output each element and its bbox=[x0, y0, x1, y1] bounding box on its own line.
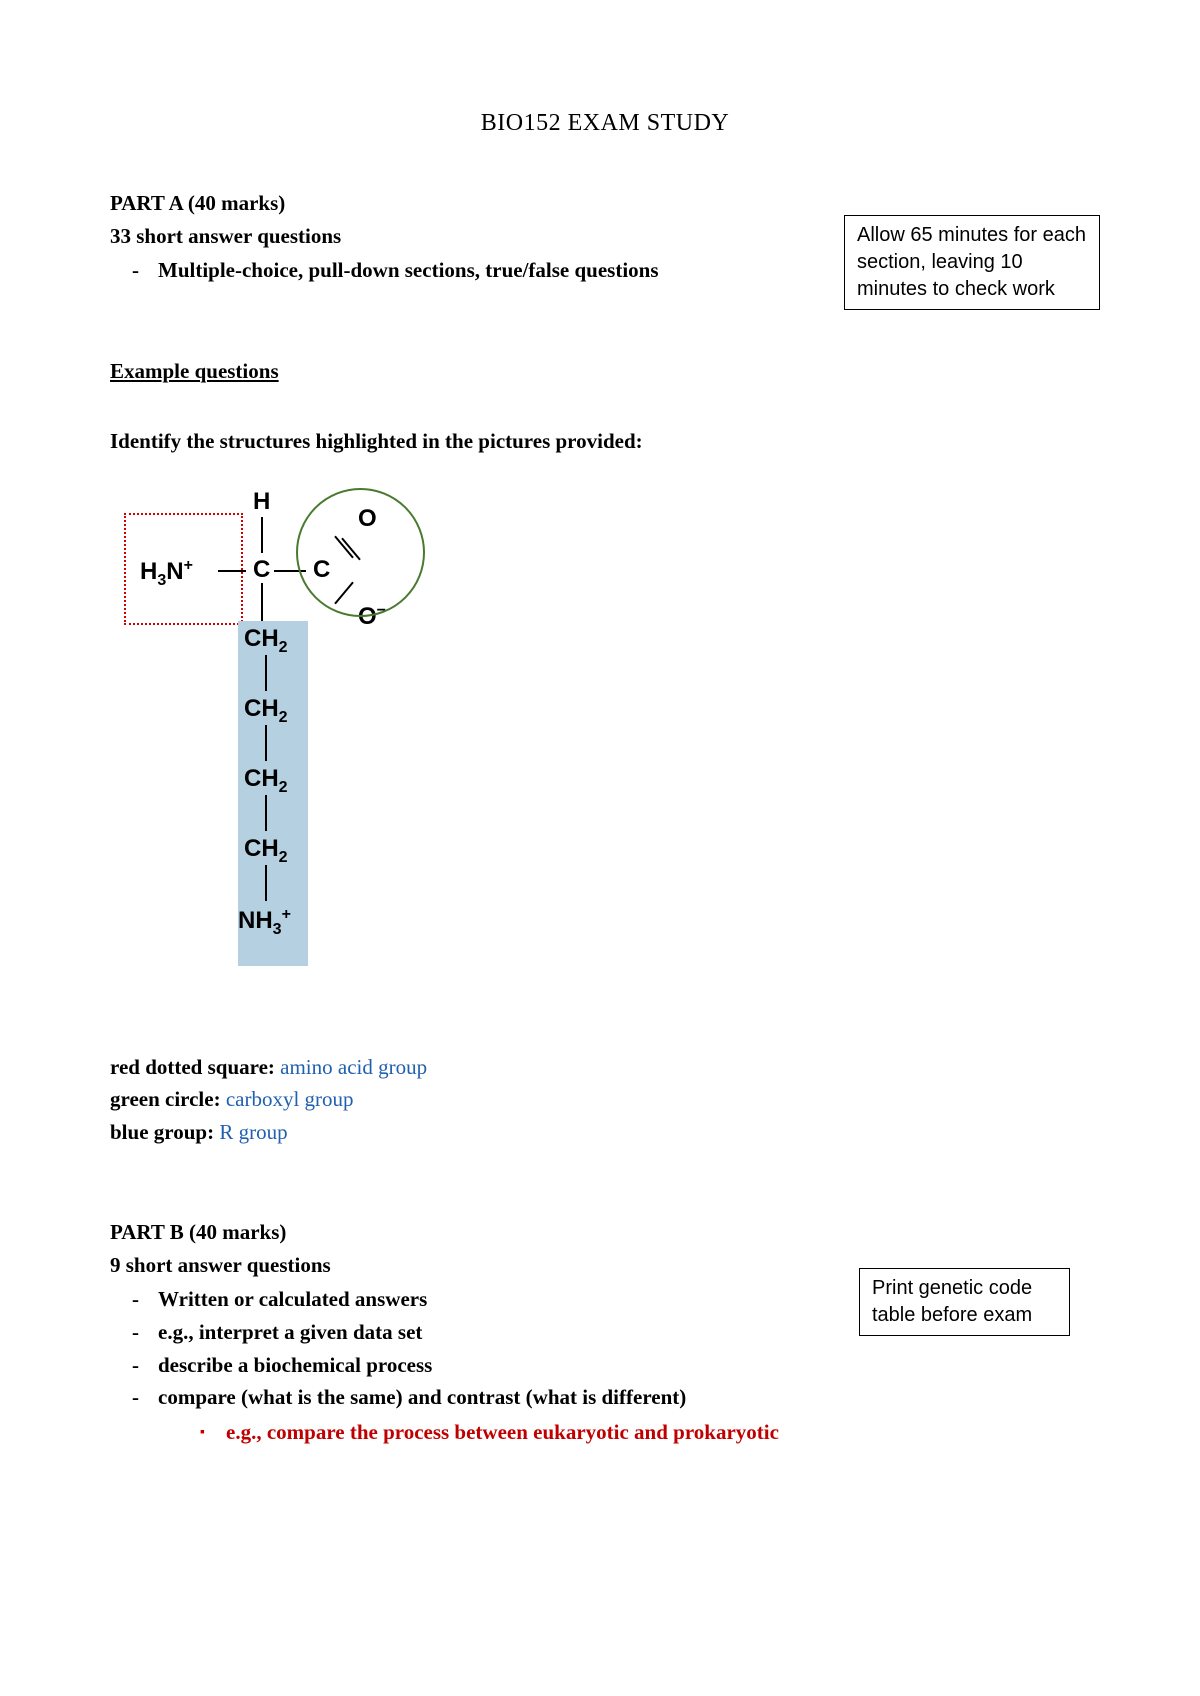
ch2-group-4: CH2 bbox=[244, 837, 288, 866]
ch2-group-3: CH2 bbox=[244, 767, 288, 796]
note-box-a: Allow 65 minutes for each section, leavi… bbox=[844, 215, 1100, 310]
identify-instruction: Identify the structures highlighted in t… bbox=[110, 425, 1100, 458]
answer-red: red dotted square: amino acid group bbox=[110, 1051, 1100, 1084]
nh3-terminal: NH3+ bbox=[238, 907, 291, 938]
alpha-carbon: C bbox=[253, 558, 270, 582]
answer-blue: blue group: R group bbox=[110, 1116, 1100, 1149]
part-b-bullet-4: compare (what is the same) and contrast … bbox=[158, 1381, 1100, 1414]
example-questions-heading: Example questions bbox=[110, 355, 1100, 388]
chemical-structure-diagram: H3N+ H C C O O− CH2 CH2 CH2 CH2 bbox=[118, 483, 478, 1013]
part-b-heading: PART B (40 marks) bbox=[110, 1216, 1100, 1249]
green-circle bbox=[296, 488, 425, 617]
amino-group-label: H3N+ bbox=[140, 558, 193, 589]
ch2-group-1: CH2 bbox=[244, 627, 288, 656]
answer-green: green circle: carboxyl group bbox=[110, 1083, 1100, 1116]
ch2-group-2: CH2 bbox=[244, 697, 288, 726]
page-title: BIO152 EXAM STUDY bbox=[110, 110, 1100, 137]
part-b-bullet-3: describe a biochemical process bbox=[158, 1349, 1100, 1382]
note-box-b: Print genetic code table before exam bbox=[859, 1268, 1070, 1336]
part-b-subbullet: e.g., compare the process between eukary… bbox=[226, 1416, 1100, 1449]
hydrogen-atom: H bbox=[253, 490, 270, 514]
